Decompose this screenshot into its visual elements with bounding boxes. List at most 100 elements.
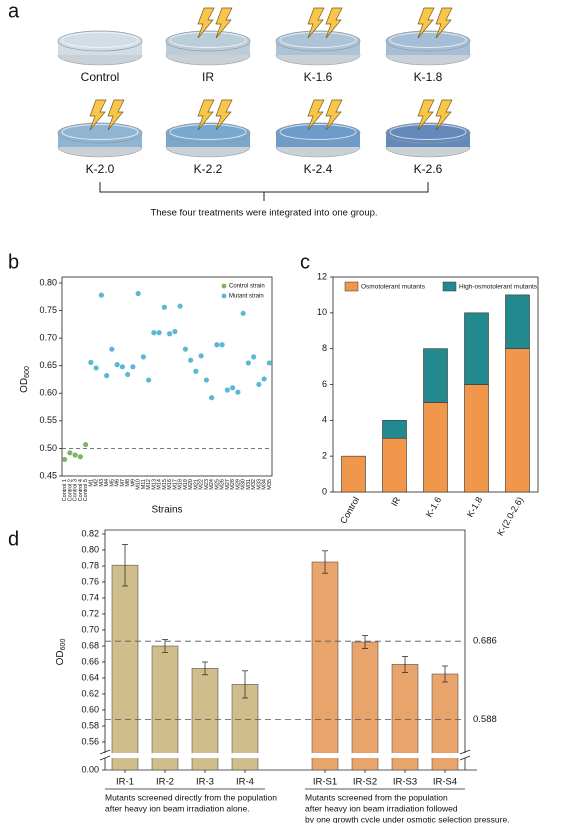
dish-rim	[389, 32, 467, 48]
data-point	[193, 368, 199, 374]
data-point	[230, 385, 236, 391]
y-axis-label-main: OD	[55, 650, 66, 665]
axis-break-mark	[99, 749, 111, 755]
x-tick-label: M28	[230, 479, 236, 490]
x-tick-label: IR-2	[156, 777, 174, 788]
data-point	[172, 328, 178, 335]
bar-segment	[464, 384, 489, 493]
x-tick-label: IR	[389, 495, 402, 508]
x-tick-label: M34	[262, 479, 268, 490]
error-bar	[162, 639, 168, 653]
bar-segment	[423, 402, 448, 493]
dish-rim	[389, 124, 467, 140]
bar-segment	[341, 455, 366, 493]
x-tick-label: M2	[94, 479, 100, 487]
data-point	[140, 354, 146, 360]
x-tick-label: M10	[136, 479, 142, 490]
x-tick-label: M19	[183, 479, 189, 490]
data-point	[235, 389, 241, 395]
dish-rim	[279, 32, 357, 48]
y-axis-label: OD600	[55, 639, 67, 666]
lightning-icon	[307, 7, 325, 39]
y-tick-label: 8	[322, 343, 327, 353]
y-tick-label: 0.80	[39, 277, 57, 287]
x-tick-label: Control 1	[62, 479, 68, 501]
data-point	[104, 373, 110, 379]
lightning-icon	[215, 7, 233, 39]
y-tick-label: 0.45	[39, 470, 57, 480]
axis-break-mark	[99, 755, 111, 761]
reference-label: 0.686	[473, 636, 497, 647]
x-tick-label: M16	[167, 479, 173, 490]
reference-label: 0.588	[473, 714, 497, 725]
dish-rim	[169, 124, 247, 140]
dish-label: K-2.2	[194, 162, 223, 176]
bar-segment	[464, 312, 489, 385]
y-tick-label: 0.72	[81, 608, 99, 618]
data-point	[245, 360, 251, 366]
legend-label: Mutant strain	[229, 294, 264, 300]
x-tick-label: M7	[120, 479, 126, 487]
x-tick-label: Control 4	[78, 479, 84, 501]
y-tick-label: 4	[322, 415, 327, 425]
lightning-icon	[307, 99, 325, 131]
x-tick-label: M6	[115, 479, 121, 487]
x-tick-label: M25	[214, 479, 220, 490]
bar	[351, 641, 379, 771]
x-tick-label: M27	[225, 479, 231, 490]
lightning-icon	[417, 7, 435, 39]
legend-swatch	[344, 281, 359, 292]
y-tick-label: 0.75	[39, 305, 57, 315]
axis-break-mark	[459, 749, 471, 755]
y-tick-label: 0.64	[81, 672, 99, 682]
lightning-icon	[89, 99, 107, 131]
y-tick-label: 0.70	[39, 333, 57, 343]
x-tick-label: M5	[109, 479, 115, 487]
y-tick-label: 0.82	[81, 528, 99, 538]
x-tick-label: M23	[204, 479, 210, 490]
x-tick-label: M13	[151, 479, 157, 490]
lightning-icon	[417, 99, 435, 131]
x-tick-label: IR-S3	[393, 777, 417, 788]
x-tick-label: M20	[188, 479, 194, 490]
data-point	[88, 359, 94, 366]
data-point	[161, 304, 167, 310]
data-point	[62, 456, 68, 463]
y-tick-label: 0.78	[81, 560, 99, 570]
petri-dish	[385, 99, 471, 158]
bar-segment	[382, 437, 407, 493]
bar	[151, 645, 179, 771]
x-tick-label: Control 3	[73, 479, 79, 501]
dish-rim	[61, 124, 139, 140]
lightning-icon	[435, 7, 453, 39]
lightning-icon	[197, 7, 215, 39]
y-tick-label: 0.65	[39, 360, 57, 370]
data-point	[67, 450, 73, 456]
data-point	[151, 330, 157, 336]
bar-segment	[423, 348, 448, 403]
data-point	[146, 377, 152, 383]
data-point	[251, 354, 257, 360]
y-tick-label: 0.62	[81, 688, 99, 698]
plot-frame	[61, 276, 273, 477]
y-tick-label: 0.00	[81, 764, 99, 774]
petri-dish	[57, 30, 143, 66]
x-tick-label: M8	[125, 479, 131, 487]
x-tick-label: M32	[251, 479, 257, 490]
y-tick-label: 0.60	[39, 388, 57, 398]
dish-rim	[279, 124, 357, 140]
panel-label: c	[300, 251, 310, 273]
y-tick-label: 0	[322, 486, 327, 496]
lightning-icon	[435, 99, 453, 131]
y-tick-label: 0.56	[81, 736, 99, 746]
data-point	[77, 454, 83, 460]
y-tick-label: 0.80	[81, 544, 99, 554]
x-tick-label: IR-3	[196, 777, 214, 788]
x-tick-label: M11	[141, 479, 147, 489]
y-tick-label: 10	[317, 307, 327, 317]
y-tick-label: 0.74	[81, 592, 99, 602]
y-axis-label-sub: 600	[24, 366, 31, 378]
x-tick-label: M3	[99, 479, 105, 487]
